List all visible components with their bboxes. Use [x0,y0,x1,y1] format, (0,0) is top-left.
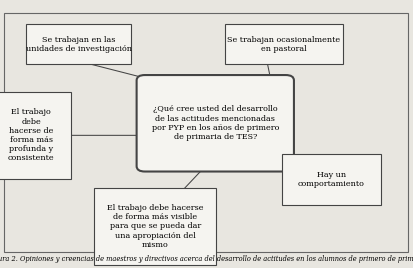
FancyBboxPatch shape [224,24,342,64]
Text: El trabajo debe hacerse
de forma más visible
para que se pueda dar
una apropiaci: El trabajo debe hacerse de forma más vis… [107,204,203,249]
Text: El trabajo
debe
hacerse de
forma más
profunda y
consistente: El trabajo debe hacerse de forma más pro… [8,108,54,162]
Text: Se trabajan ocasionalmente
en pastoral: Se trabajan ocasionalmente en pastoral [226,36,339,53]
Text: Hay un
comportamiento: Hay un comportamiento [297,171,364,188]
FancyBboxPatch shape [94,188,216,265]
Text: Se trabajan en las
unidades de investigación: Se trabajan en las unidades de investiga… [26,36,131,53]
FancyBboxPatch shape [26,24,131,64]
Text: Figura 2. Opiniones y creencias de maestros y directivos acerca del desarrollo d: Figura 2. Opiniones y creencias de maest… [0,255,413,263]
Text: ¿Qué cree usted del desarrollo
de las actitudes mencionadas
por PYP en los años : ¿Qué cree usted del desarrollo de las ac… [151,106,278,141]
FancyBboxPatch shape [0,92,71,179]
FancyBboxPatch shape [136,75,293,172]
FancyBboxPatch shape [281,154,380,205]
